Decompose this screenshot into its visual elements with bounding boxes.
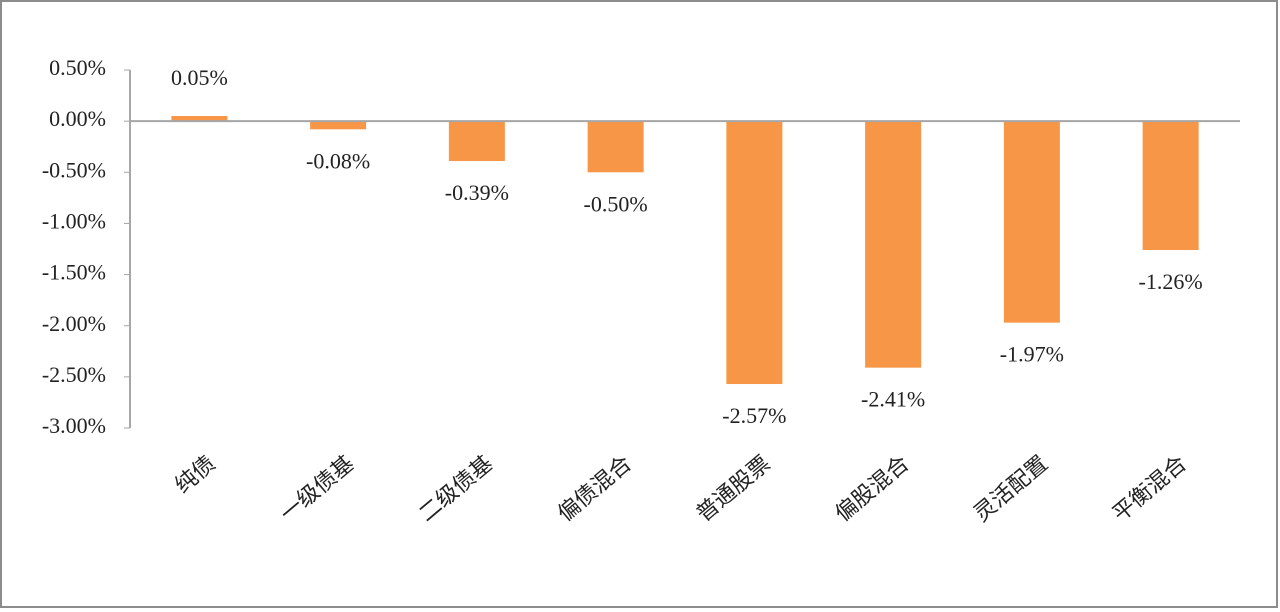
bar: [171, 116, 228, 122]
bar: [1003, 121, 1060, 323]
y-tick-label: 0.00%: [49, 106, 106, 131]
value-label: -0.39%: [445, 180, 509, 205]
value-label: 0.05%: [171, 65, 228, 90]
bar: [865, 121, 922, 368]
bar: [1142, 121, 1199, 251]
bar: [448, 121, 505, 162]
value-label: -1.26%: [1139, 269, 1203, 294]
value-label: -2.57%: [722, 403, 786, 428]
y-tick-label: -3.00%: [42, 413, 106, 438]
value-label: -2.41%: [861, 387, 925, 412]
value-label: -0.50%: [584, 191, 648, 216]
value-label: -1.97%: [1000, 342, 1064, 367]
y-tick-label: -2.00%: [42, 311, 106, 336]
bar: [587, 121, 644, 173]
bar: [726, 121, 783, 385]
y-tick-label: -1.00%: [42, 208, 106, 233]
bar: [310, 121, 367, 130]
y-tick-label: -2.50%: [42, 362, 106, 387]
y-tick-label: 0.50%: [49, 55, 106, 80]
y-tick-label: -1.50%: [42, 260, 106, 285]
y-tick-label: -0.50%: [42, 157, 106, 182]
value-label: -0.08%: [306, 148, 370, 173]
